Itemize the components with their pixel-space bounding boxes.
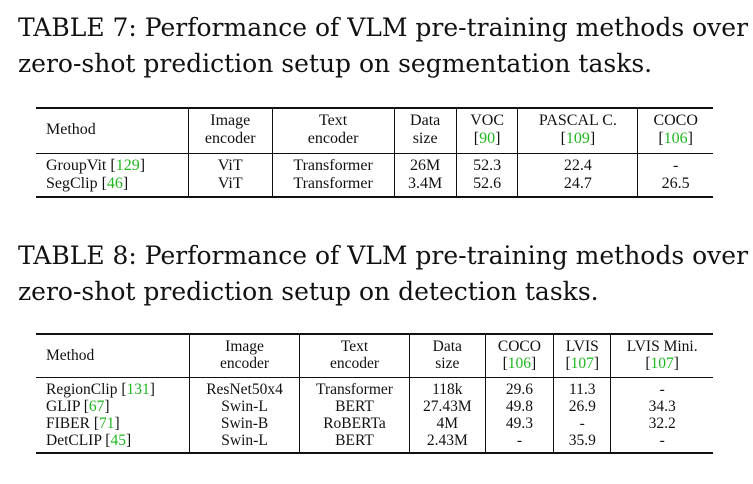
image-encoder-cell: Swin-L — [189, 432, 300, 453]
coco-cell: 26.5 — [637, 175, 713, 197]
col-coco-header: COCO [106] — [637, 108, 713, 154]
text-encoder-cell: RoBERTa — [298, 415, 410, 432]
text-encoder-cell: Transformer — [271, 153, 394, 175]
text-encoder-cell: Transformer — [271, 175, 394, 197]
coco-cell: 49.8 — [484, 398, 554, 415]
voc-cell: 52.3 — [455, 153, 518, 175]
citation-link[interactable]: 71 — [98, 415, 115, 432]
citation-link[interactable]: 90 — [479, 130, 496, 147]
col-coco-header: COCO [106] — [484, 334, 554, 378]
lvis-cell: - — [553, 415, 611, 432]
citation-link[interactable]: 106 — [663, 130, 688, 147]
image-encoder-cell: ViT — [187, 153, 273, 175]
image-encoder-cell: Swin-B — [189, 415, 300, 432]
coco-cell: 29.6 — [484, 377, 554, 398]
table7-header-row: Method Image encoder Text encoder Data s… — [36, 108, 713, 154]
citation-link[interactable]: 131 — [126, 381, 150, 398]
table-row: RegionClip [131] ResNet50x4 Transformer … — [36, 377, 713, 398]
table8-caption: TABLE 8: Performance of VLM pre-training… — [18, 238, 749, 310]
method-cell: GLIP [67] — [46, 398, 110, 415]
pascal-cell: 24.7 — [517, 175, 638, 197]
table-row: DetCLIP [45] Swin-L BERT 2.43M - 35.9 - — [36, 432, 713, 453]
data-size-cell: 27.43M — [409, 398, 486, 415]
data-size-cell: 26M — [393, 153, 457, 175]
data-size-cell: 118k — [409, 377, 486, 398]
coco-cell: 49.3 — [484, 415, 554, 432]
citation-link[interactable]: 106 — [507, 355, 532, 372]
method-cell: SegClip [46] — [46, 175, 129, 192]
citation-link[interactable]: 45 — [110, 432, 126, 449]
col-method-header: Method — [46, 346, 95, 364]
method-cell: DetCLIP [45] — [46, 432, 132, 449]
voc-cell: 52.6 — [455, 175, 518, 197]
data-size-cell: 3.4M — [393, 175, 457, 197]
col-lvis-mini-header: LVIS Mini. [107] — [610, 334, 713, 378]
image-encoder-cell: Swin-L — [189, 398, 300, 415]
col-pascal-header: PASCAL C. [109] — [517, 108, 638, 154]
citation-link[interactable]: 109 — [565, 130, 590, 147]
col-voc-header: VOC [90] — [455, 108, 518, 154]
table7-caption: TABLE 7: Performance of VLM pre-training… — [18, 10, 749, 82]
col-text-encoder-header: Text encoder — [271, 108, 394, 154]
table-row: GLIP [67] Swin-L BERT 27.43M 49.8 26.9 3… — [36, 398, 713, 415]
text-encoder-cell: BERT — [298, 398, 410, 415]
coco-cell: - — [637, 153, 713, 175]
image-encoder-cell: ResNet50x4 — [189, 377, 300, 398]
citation-link[interactable]: 67 — [88, 398, 105, 415]
col-lvis-header: LVIS [107] — [553, 334, 611, 378]
table7: Method Image encoder Text encoder Data s… — [36, 107, 713, 198]
coco-cell: - — [484, 432, 554, 453]
text-encoder-cell: BERT — [298, 432, 410, 453]
citation-link[interactable]: 46 — [106, 175, 123, 192]
table8-caption-line1: TABLE 8: Performance of VLM pre-training… — [18, 241, 749, 270]
image-encoder-cell: ViT — [187, 175, 273, 197]
col-image-encoder-header: Image encoder — [187, 108, 273, 154]
text-encoder-cell: Transformer — [298, 377, 410, 398]
table8: Method Image encoder Text encoder Data s… — [36, 333, 713, 454]
col-data-size-header: Data size — [393, 108, 457, 154]
lvis-mini-cell: - — [610, 432, 713, 453]
lvis-mini-cell: 32.2 — [610, 415, 713, 432]
table7-caption-line1: TABLE 7: Performance of VLM pre-training… — [18, 13, 749, 42]
lvis-cell: 35.9 — [553, 432, 611, 453]
table-row: FIBER [71] Swin-B RoBERTa 4M 49.3 - 32.2 — [36, 415, 713, 432]
col-image-encoder-header: Image encoder — [189, 334, 300, 378]
citation-link[interactable]: 107 — [650, 355, 674, 372]
pascal-cell: 22.4 — [517, 153, 638, 175]
table7-caption-line2: zero-shot prediction setup on segmentati… — [18, 49, 653, 78]
lvis-cell: 26.9 — [553, 398, 611, 415]
col-method-header: Method — [46, 121, 96, 138]
lvis-cell: 11.3 — [553, 377, 611, 398]
method-cell: FIBER [71] — [46, 415, 120, 432]
data-size-cell: 4M — [409, 415, 486, 432]
data-size-cell: 2.43M — [409, 432, 486, 453]
col-text-encoder-header: Text encoder — [298, 334, 410, 378]
table-row: GroupVit [129] ViT Transformer 26M 52.3 … — [36, 153, 713, 175]
method-cell: RegionClip [131] — [46, 381, 155, 398]
table8-header-row: Method Image encoder Text encoder Data s… — [36, 334, 713, 378]
method-cell: GroupVit [129] — [46, 157, 146, 174]
lvis-mini-cell: - — [610, 377, 713, 398]
lvis-mini-cell: 34.3 — [610, 398, 713, 415]
table8-caption-line2: zero-shot prediction setup on detection … — [18, 277, 599, 306]
col-data-size-header: Data size — [409, 334, 486, 378]
citation-link[interactable]: 129 — [115, 157, 140, 174]
citation-link[interactable]: 107 — [570, 355, 594, 372]
table-row: SegClip [46] ViT Transformer 3.4M 52.6 2… — [36, 175, 713, 197]
